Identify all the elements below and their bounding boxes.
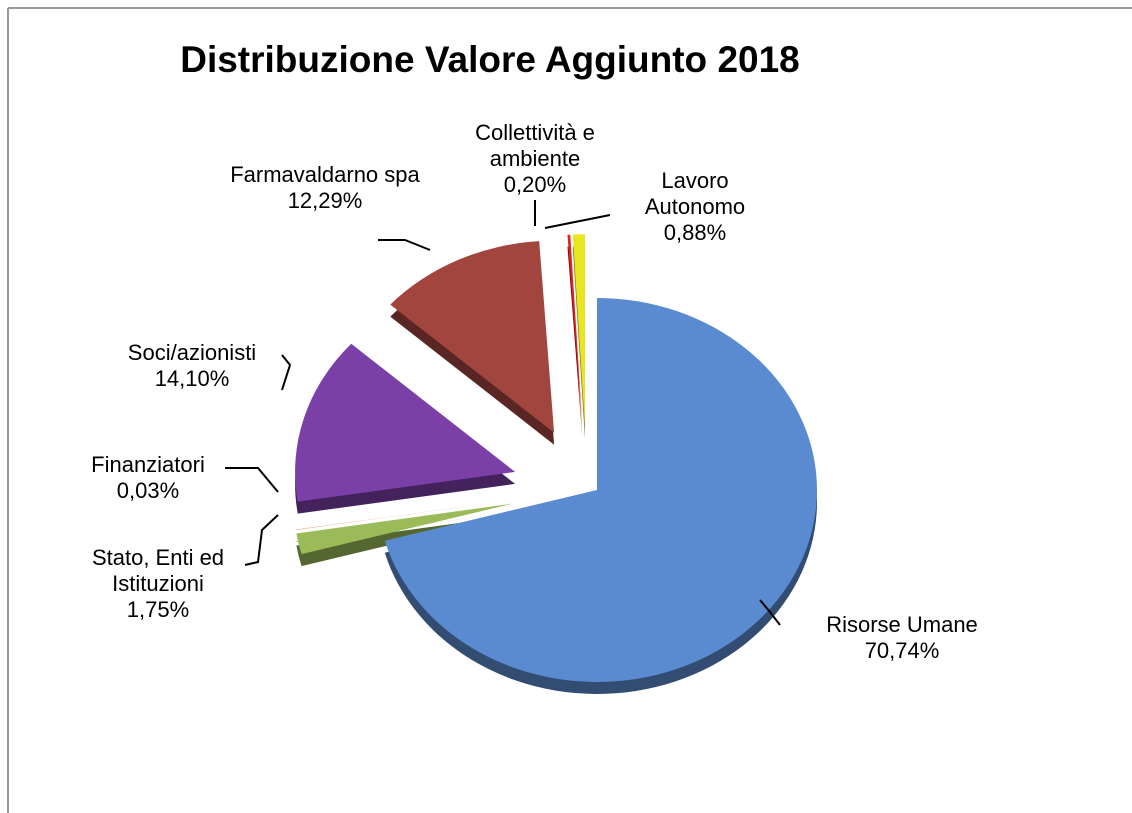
- pie: [295, 234, 817, 683]
- category-label: Lavoro Autonomo: [644, 168, 746, 219]
- value-label: 0,03%: [116, 478, 180, 503]
- category-label: Soci/azionisti: [127, 340, 257, 365]
- slice: [567, 234, 583, 427]
- slice: [384, 298, 817, 683]
- leader: [225, 467, 279, 493]
- value-label: 14,10%: [154, 366, 230, 391]
- slice: [296, 503, 514, 555]
- slice-label: Finanziatori 0,03%: [63, 452, 233, 504]
- slice: [295, 499, 513, 530]
- slice: [572, 234, 585, 427]
- leader: [544, 214, 611, 229]
- slice-label: Farmavaldarno spa 12,29%: [220, 162, 430, 214]
- slice-label: Collettività e ambiente 0,20%: [455, 120, 615, 198]
- category-label: Finanziatori: [91, 452, 205, 477]
- value-label: 12,29%: [287, 188, 363, 213]
- slice: [390, 241, 555, 433]
- slice-label: Soci/azionisti 14,10%: [92, 340, 292, 392]
- slice-label: Lavoro Autonomo 0,88%: [625, 168, 765, 246]
- value-label: 0,20%: [503, 172, 567, 197]
- value-label: 0,88%: [663, 220, 727, 245]
- leader-lines: [225, 200, 781, 626]
- leader: [378, 239, 431, 251]
- leader: [244, 514, 279, 566]
- chart-title: Distribuzione Valore Aggiunto 2018: [180, 39, 800, 80]
- category-label: Collettività e ambiente: [475, 120, 595, 171]
- slice-side: [567, 246, 583, 439]
- slice: [295, 343, 516, 502]
- slice-label: Risorse Umane 70,74%: [782, 612, 1022, 664]
- slice-label: Stato, Enti ed Istituzioni 1,75%: [58, 545, 258, 623]
- leader: [281, 354, 292, 391]
- leader: [759, 599, 781, 626]
- category-label: Stato, Enti ed Istituzioni: [91, 545, 225, 596]
- category-label: Risorse Umane: [826, 612, 978, 637]
- category-label: Farmavaldarno spa: [230, 162, 420, 187]
- value-label: 70,74%: [864, 638, 940, 663]
- value-label: 1,75%: [126, 597, 190, 622]
